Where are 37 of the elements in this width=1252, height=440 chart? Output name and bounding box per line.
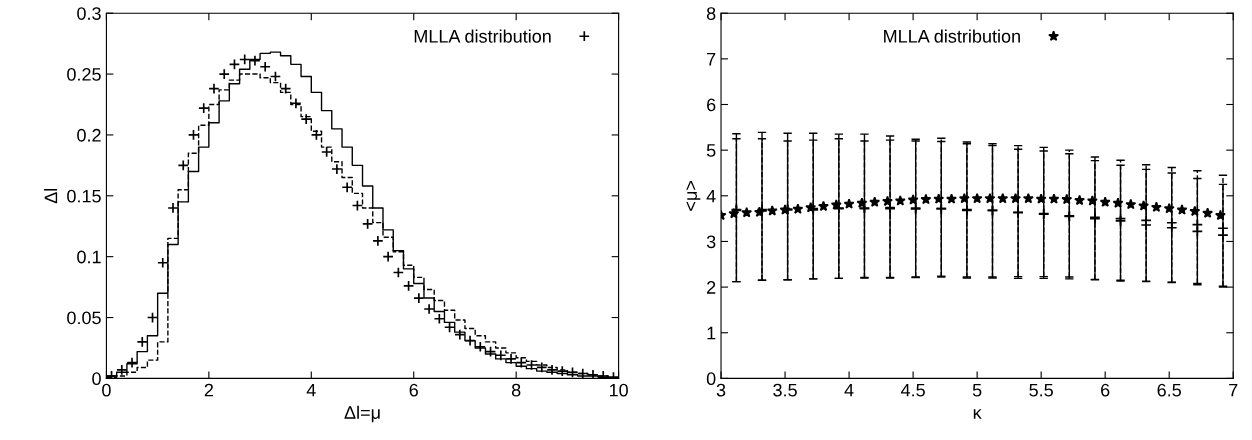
x-axis-title: Δl=μ — [344, 405, 380, 423]
x-tick-label: 10 — [609, 383, 628, 397]
y-tick-label: 8 — [706, 7, 716, 20]
y-tick-label: 0 — [92, 372, 101, 386]
x-tick-label: 4 — [844, 383, 854, 397]
legend-label: MLLA distribution — [884, 29, 1020, 43]
y-tick-label: 0.05 — [67, 311, 101, 325]
x-tick-label: 5 — [972, 383, 982, 397]
y-axis-title: Δl — [44, 188, 58, 204]
x-tick-label: 7 — [1229, 383, 1238, 397]
y-tick-label: 7 — [707, 52, 716, 66]
x-tick-label: 8 — [511, 383, 521, 397]
x-tick-label: 4 — [306, 383, 316, 397]
y-tick-label: 0.25 — [67, 68, 101, 81]
x-tick-label: 4.5 — [900, 383, 925, 397]
x-tick-label: 3.5 — [773, 383, 797, 397]
y-tick-label: 0.3 — [77, 7, 101, 20]
x-tick-label: 2 — [204, 383, 213, 397]
y-tick-label: 1 — [707, 326, 716, 340]
y-tick-label: 5 — [706, 144, 716, 157]
x-tick-label: 6 — [409, 383, 418, 397]
x-tick-label: 3 — [716, 383, 726, 397]
x-tick-label: 6.5 — [1157, 383, 1181, 397]
x-tick-label: 5.5 — [1029, 383, 1053, 397]
y-tick-label: 0.2 — [77, 128, 101, 142]
y-tick-label: 0 — [706, 372, 716, 386]
y-tick-label: 6 — [707, 98, 716, 112]
y-tick-label: 0.15 — [67, 189, 101, 203]
legend-label: MLLA distribution — [414, 29, 551, 43]
x-tick-label: 0 — [102, 383, 111, 397]
y-tick-label: 4 — [706, 189, 716, 203]
y-axis-title: <μ> — [686, 180, 701, 211]
y-tick-label: 3 — [706, 235, 716, 249]
y-tick-label: 2 — [707, 281, 716, 294]
y-tick-label: 0.1 — [77, 250, 101, 264]
x-axis-title: κ — [973, 409, 982, 419]
x-tick-label: 6 — [1101, 383, 1110, 397]
